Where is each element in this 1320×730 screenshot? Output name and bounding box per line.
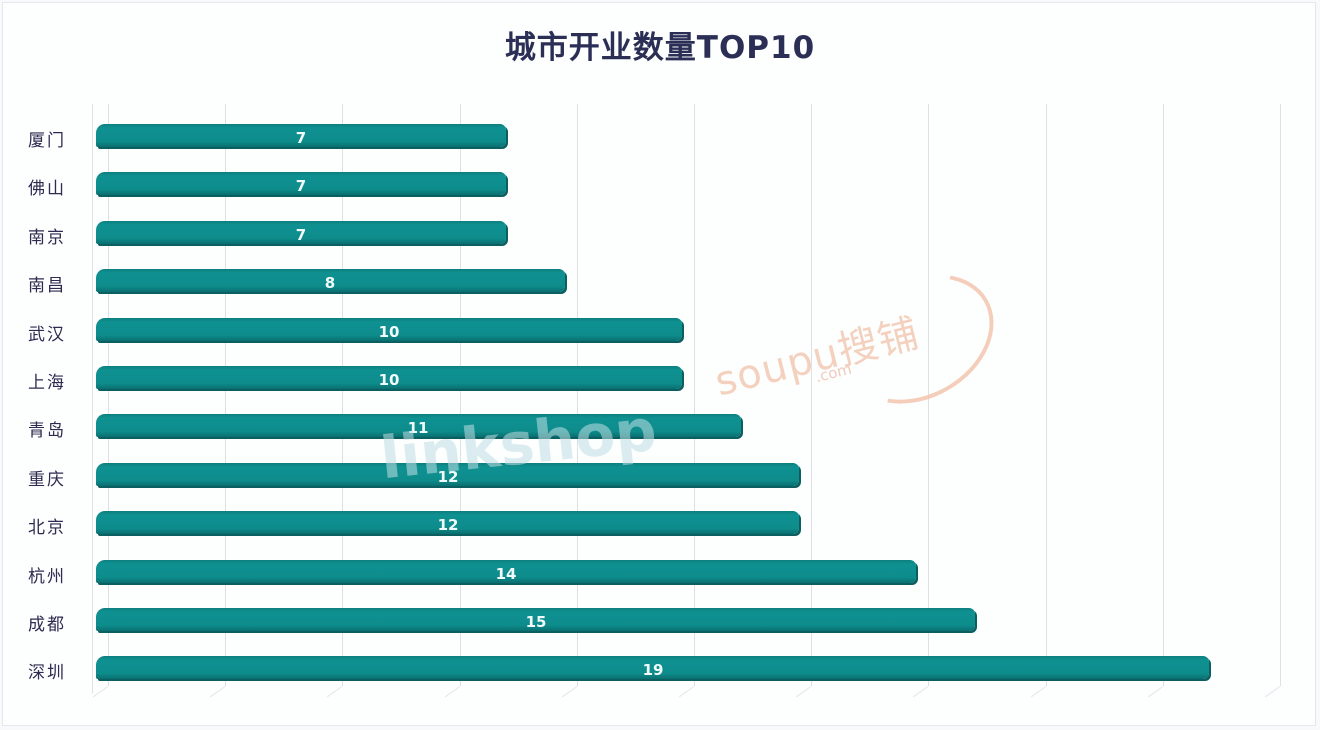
gridline xyxy=(694,104,695,686)
bar-value-label: 8 xyxy=(324,274,336,293)
gridline xyxy=(1280,104,1281,686)
gridline xyxy=(1046,104,1047,686)
gridline-foot xyxy=(1030,686,1047,698)
category-label: 南昌 xyxy=(28,276,66,297)
bar: 7 xyxy=(96,172,506,196)
bar-value-label: 15 xyxy=(525,613,547,631)
bar: 12 xyxy=(96,462,799,486)
bar: 8 xyxy=(96,269,565,293)
y-axis-line xyxy=(92,104,93,694)
gridline-foot xyxy=(326,686,343,698)
category-label: 厦门 xyxy=(28,131,66,151)
chart-title: 城市开业数量TOP10 xyxy=(504,30,816,66)
gridline xyxy=(928,104,929,686)
gridline-foot xyxy=(678,686,695,698)
category-label: 武汉 xyxy=(28,324,66,345)
category-label: 北京 xyxy=(28,518,66,539)
bar-value-label: 12 xyxy=(437,467,459,486)
gridline-foot xyxy=(795,686,812,698)
gridline xyxy=(577,104,578,686)
bar: 11 xyxy=(96,414,741,438)
bar: 10 xyxy=(96,317,682,341)
bar: 10 xyxy=(96,366,682,389)
bar-value-label: 10 xyxy=(378,371,400,389)
category-label: 深圳 xyxy=(28,663,66,684)
bar-value-label: 19 xyxy=(642,661,664,680)
gridline xyxy=(342,104,343,686)
gridline xyxy=(811,104,812,686)
category-label: 杭州 xyxy=(28,566,66,587)
gridline xyxy=(225,104,226,686)
gridline-foot xyxy=(1264,686,1281,698)
gridline-foot xyxy=(209,686,226,698)
gridline xyxy=(460,104,461,686)
bar: 7 xyxy=(96,124,506,147)
gridline xyxy=(108,104,109,686)
category-label: 上海 xyxy=(28,373,66,393)
bar-value-label: 10 xyxy=(378,322,400,341)
category-label: 成都 xyxy=(28,615,66,635)
category-label: 佛山 xyxy=(28,179,66,200)
category-label: 青岛 xyxy=(28,421,66,442)
category-label: 南京 xyxy=(28,227,66,248)
bar-value-label: 7 xyxy=(295,177,307,196)
gridline-foot xyxy=(912,686,929,698)
gridline-foot xyxy=(444,686,461,698)
bar-value-label: 7 xyxy=(295,225,307,244)
bar: 7 xyxy=(96,220,506,244)
bar: 14 xyxy=(96,559,916,583)
gridline-foot xyxy=(561,686,578,698)
gridline xyxy=(1163,104,1164,686)
bar: 12 xyxy=(96,511,799,535)
bar: 15 xyxy=(96,608,975,631)
gridline-foot xyxy=(92,686,109,698)
bar-value-label: 14 xyxy=(495,564,517,583)
bar-value-label: 11 xyxy=(407,419,429,438)
category-label: 重庆 xyxy=(28,469,66,490)
bar: 19 xyxy=(96,656,1209,680)
bar-value-label: 7 xyxy=(295,129,307,147)
bar-value-label: 12 xyxy=(437,516,459,535)
gridline-foot xyxy=(1147,686,1164,698)
